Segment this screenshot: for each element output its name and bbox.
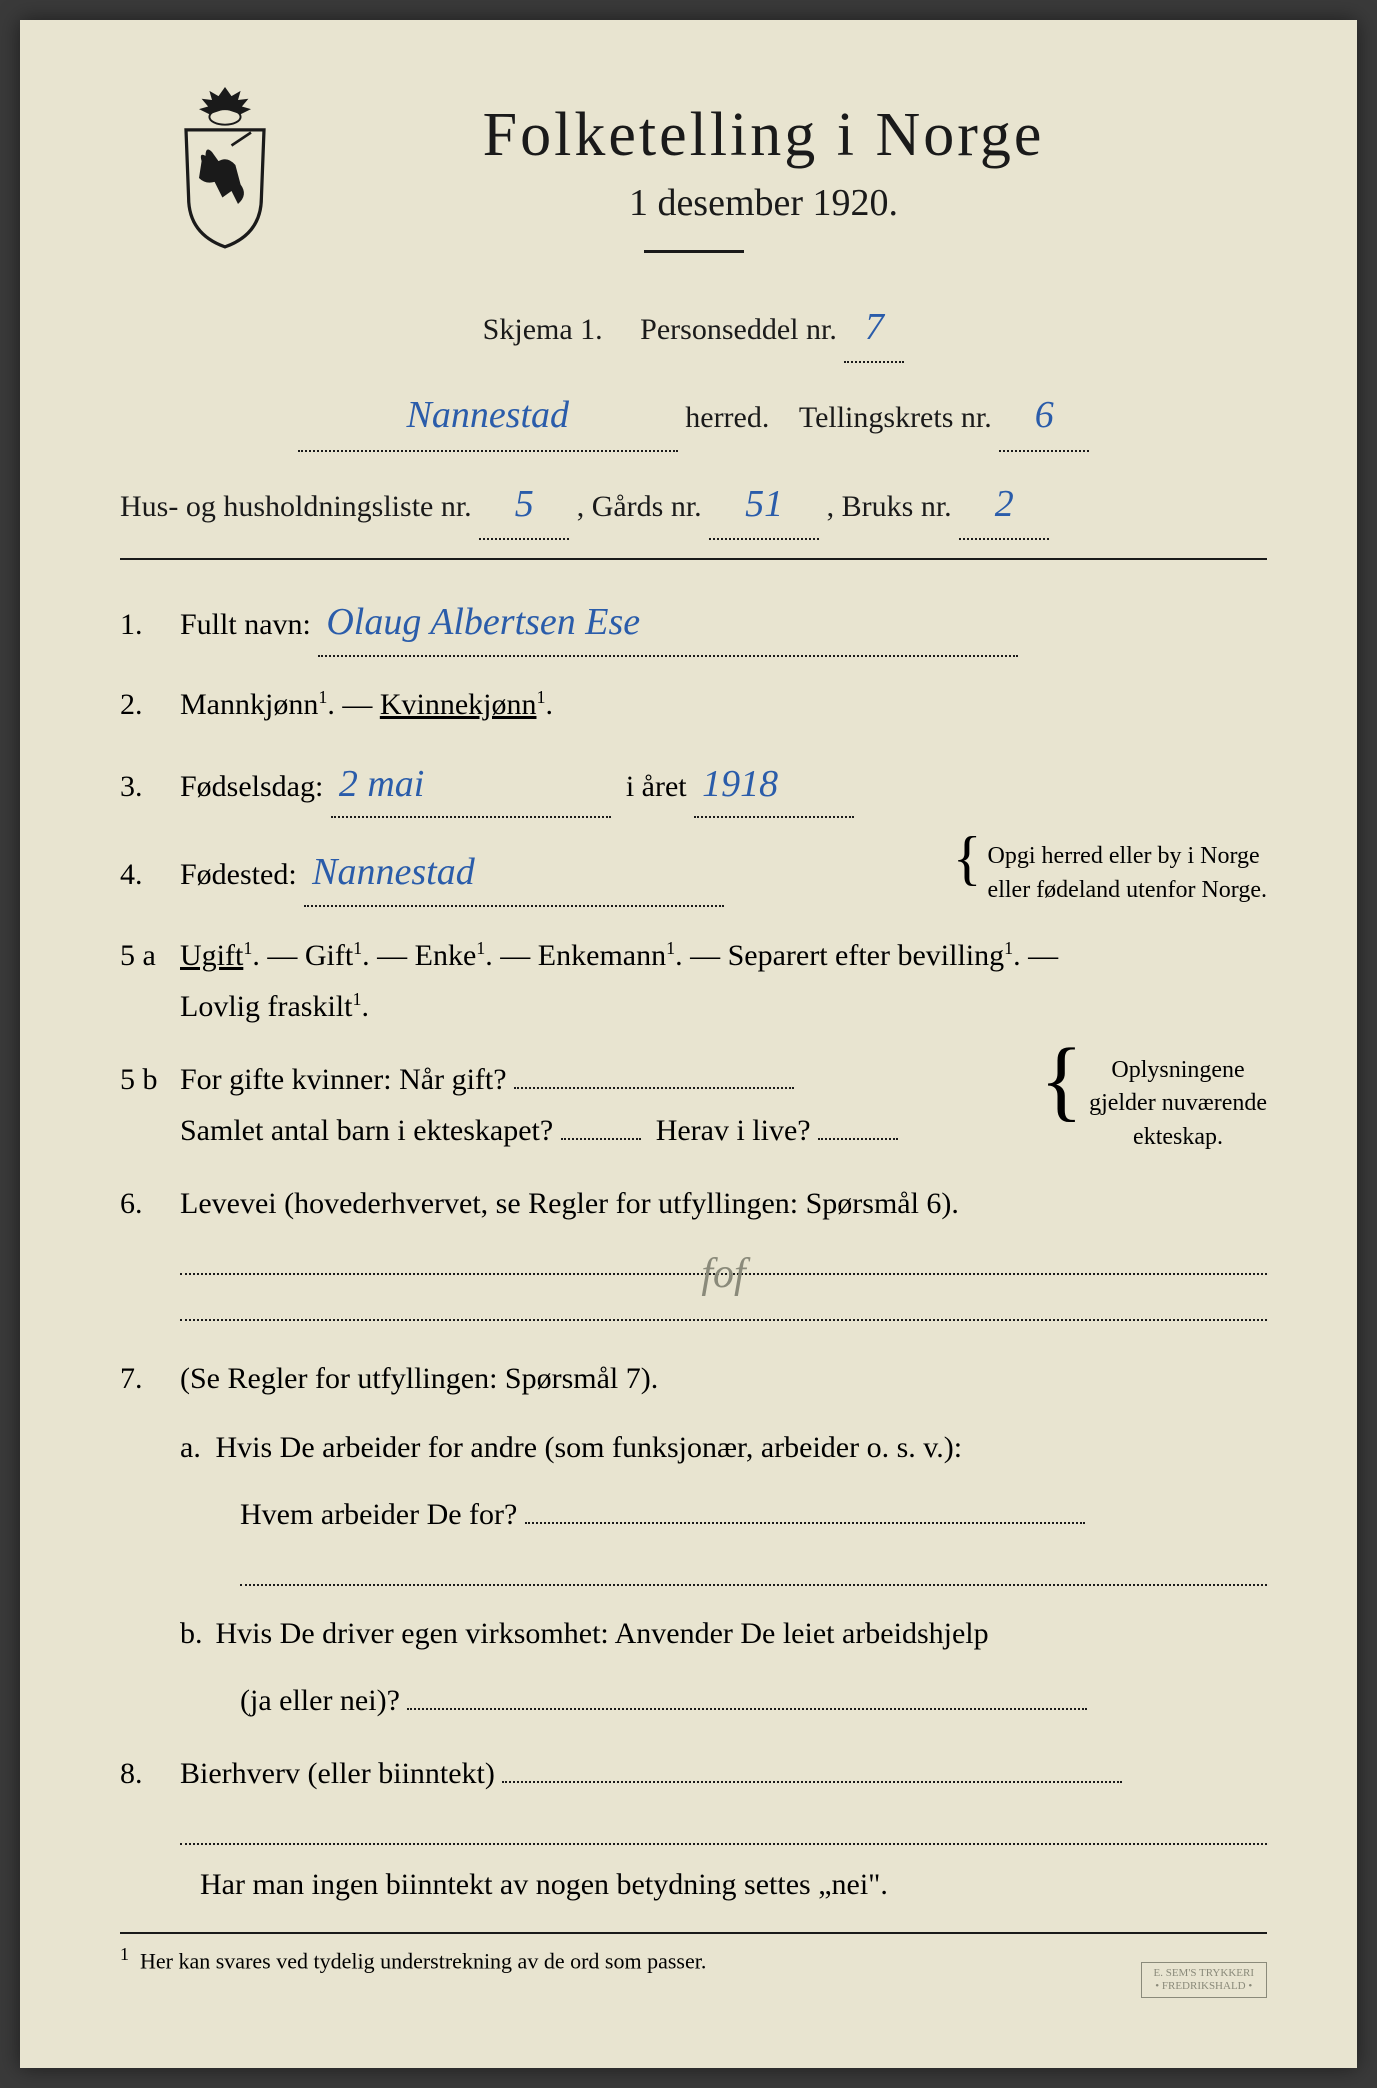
form-subtitle: 1 desember 1920. [260,181,1267,225]
brace-icon: { [953,840,982,876]
q3-day: 2 mai [331,752,611,819]
q6-row: 6. Levevei (hovederhvervet, se Regler fo… [120,1178,1267,1331]
brace-icon-2: { [1040,1054,1083,1108]
q3-label: Fødselsdag: [180,770,323,803]
q3-row: 3. Fødselsdag: 2 mai i året 1918 [120,752,1267,819]
q1-label: Fullt navn: [180,608,311,641]
q7b-text2: (ja eller nei)? [240,1684,400,1717]
q8-value [502,1781,1122,1783]
q7a-blank [240,1550,1267,1586]
tellingskrets-label: Tellingskrets nr. [799,401,992,434]
bruks-nr: 2 [959,470,1049,540]
q6-value: fof [701,1251,745,1297]
q2-kvinne: Kvinnekjønn [380,688,537,721]
q7a-text2: Hvem arbeider De for? [240,1498,517,1531]
q5a-separert: Separert efter bevilling [728,939,1005,972]
footnote-text: Her kan svares ved tydelig understreknin… [140,1948,706,1973]
hus-nr: 5 [479,470,569,540]
hus-line: Hus- og husholdningsliste nr. 5 , Gårds … [120,470,1267,540]
footnote: 1 Her kan svares ved tydelig understrekn… [120,1932,1267,1974]
q7a-letter: a. [180,1422,208,1473]
q8-row: 8. Bierhverv (eller biinntekt) Har man i… [120,1748,1267,1910]
herred-label: herred. [685,401,769,434]
q3-mid: i året [626,770,687,803]
skjema-line: Skjema 1. Personseddel nr. 7 [120,293,1267,363]
census-form-page: Folketelling i Norge 1 desember 1920. Sk… [20,20,1357,2068]
q5b-row: 5 b For gifte kvinner: Når gift? Samlet … [120,1054,1267,1156]
q7b-value [407,1708,1087,1710]
q1-value: Olaug Albertsen Ese [318,590,1018,657]
q8-note: Har man ingen biinntekt av nogen betydni… [200,1859,1267,1910]
herred-line: Nannestad herred. Tellingskrets nr. 6 [120,381,1267,451]
q7-num: 7. [120,1362,180,1396]
gards-label: , Gårds nr. [577,490,702,523]
q7a-value [525,1522,1085,1524]
q1-num: 1. [120,608,180,642]
q4-note: Opgi herred eller by i Norge eller fødel… [988,840,1267,907]
q7-intro: (Se Regler for utfyllingen: Spørsmål 7). [180,1362,658,1395]
q5b-line2b: Herav i live? [656,1114,811,1147]
q5a-num: 5 a [120,939,180,973]
q7b-text1: Hvis De driver egen virksomhet: Anvender… [216,1617,989,1650]
q4-value: Nannestad [304,840,724,907]
q4-row: 4. Fødested: Nannestad { Opgi herred ell… [120,840,1267,907]
printer-stamp: E. SEM'S TRYKKERI • FREDRIKSHALD • [1141,1962,1268,1998]
q2-row: 2. Mannkjønn1. — Kvinnekjønn1. [120,679,1267,730]
form-title: Folketelling i Norge [260,100,1267,171]
q4-label: Fødested: [180,858,297,891]
footnote-marker: 1 [120,1944,129,1964]
q5b-live-value [818,1138,898,1140]
q5a-ugift: Ugift [180,939,243,972]
form-header: Folketelling i Norge 1 desember 1920. [120,100,1267,253]
q5b-barn-value [561,1138,641,1140]
q3-num: 3. [120,770,180,804]
q5b-num: 5 b [120,1063,180,1097]
q7b-letter: b. [180,1608,208,1659]
q2-num: 2. [120,688,180,722]
q5a-lovlig: Lovlig fraskilt [180,990,352,1023]
q7a-text1: Hvis De arbeider for andre (som funksjon… [216,1431,963,1464]
q5a-gift: Gift [305,939,353,972]
hus-label: Hus- og husholdningsliste nr. [120,490,472,523]
q3-year: 1918 [694,752,854,819]
q6-label: Levevei (hovederhvervet, se Regler for u… [180,1187,959,1220]
q5a-row: 5 a Ugift1. — Gift1. — Enke1. — Enkemann… [120,930,1267,1032]
skjema-label: Skjema 1. [483,313,603,346]
q5a-enke: Enke [415,939,477,972]
gards-nr: 51 [709,470,819,540]
q5b-note: Oplysningene gjelder nuværende ekteskap. [1089,1054,1267,1155]
q2-mann: Mannkjønn [180,688,318,721]
q8-label: Bierhverv (eller biinntekt) [180,1757,495,1790]
q5b-line2a: Samlet antal barn i ekteskapet? [180,1114,553,1147]
personseddel-label: Personseddel nr. [640,313,837,346]
header-divider [120,558,1267,560]
q7-row: 7. (Se Regler for utfyllingen: Spørsmål … [120,1353,1267,1726]
personseddel-nr: 7 [844,293,904,363]
norway-crest-icon [160,80,290,250]
q5a-enkemann: Enkemann [538,939,666,972]
herred-value: Nannestad [298,381,678,451]
q5b-gift-value [514,1087,794,1089]
title-divider [644,250,744,253]
q1-row: 1. Fullt navn: Olaug Albertsen Ese [120,590,1267,657]
q6-num: 6. [120,1187,180,1221]
q8-blank [180,1809,1267,1845]
q5b-line1: For gifte kvinner: Når gift? [180,1063,507,1096]
tellingskrets-nr: 6 [999,381,1089,451]
q4-num: 4. [120,858,180,892]
bruks-label: , Bruks nr. [827,490,952,523]
q8-num: 8. [120,1757,180,1791]
